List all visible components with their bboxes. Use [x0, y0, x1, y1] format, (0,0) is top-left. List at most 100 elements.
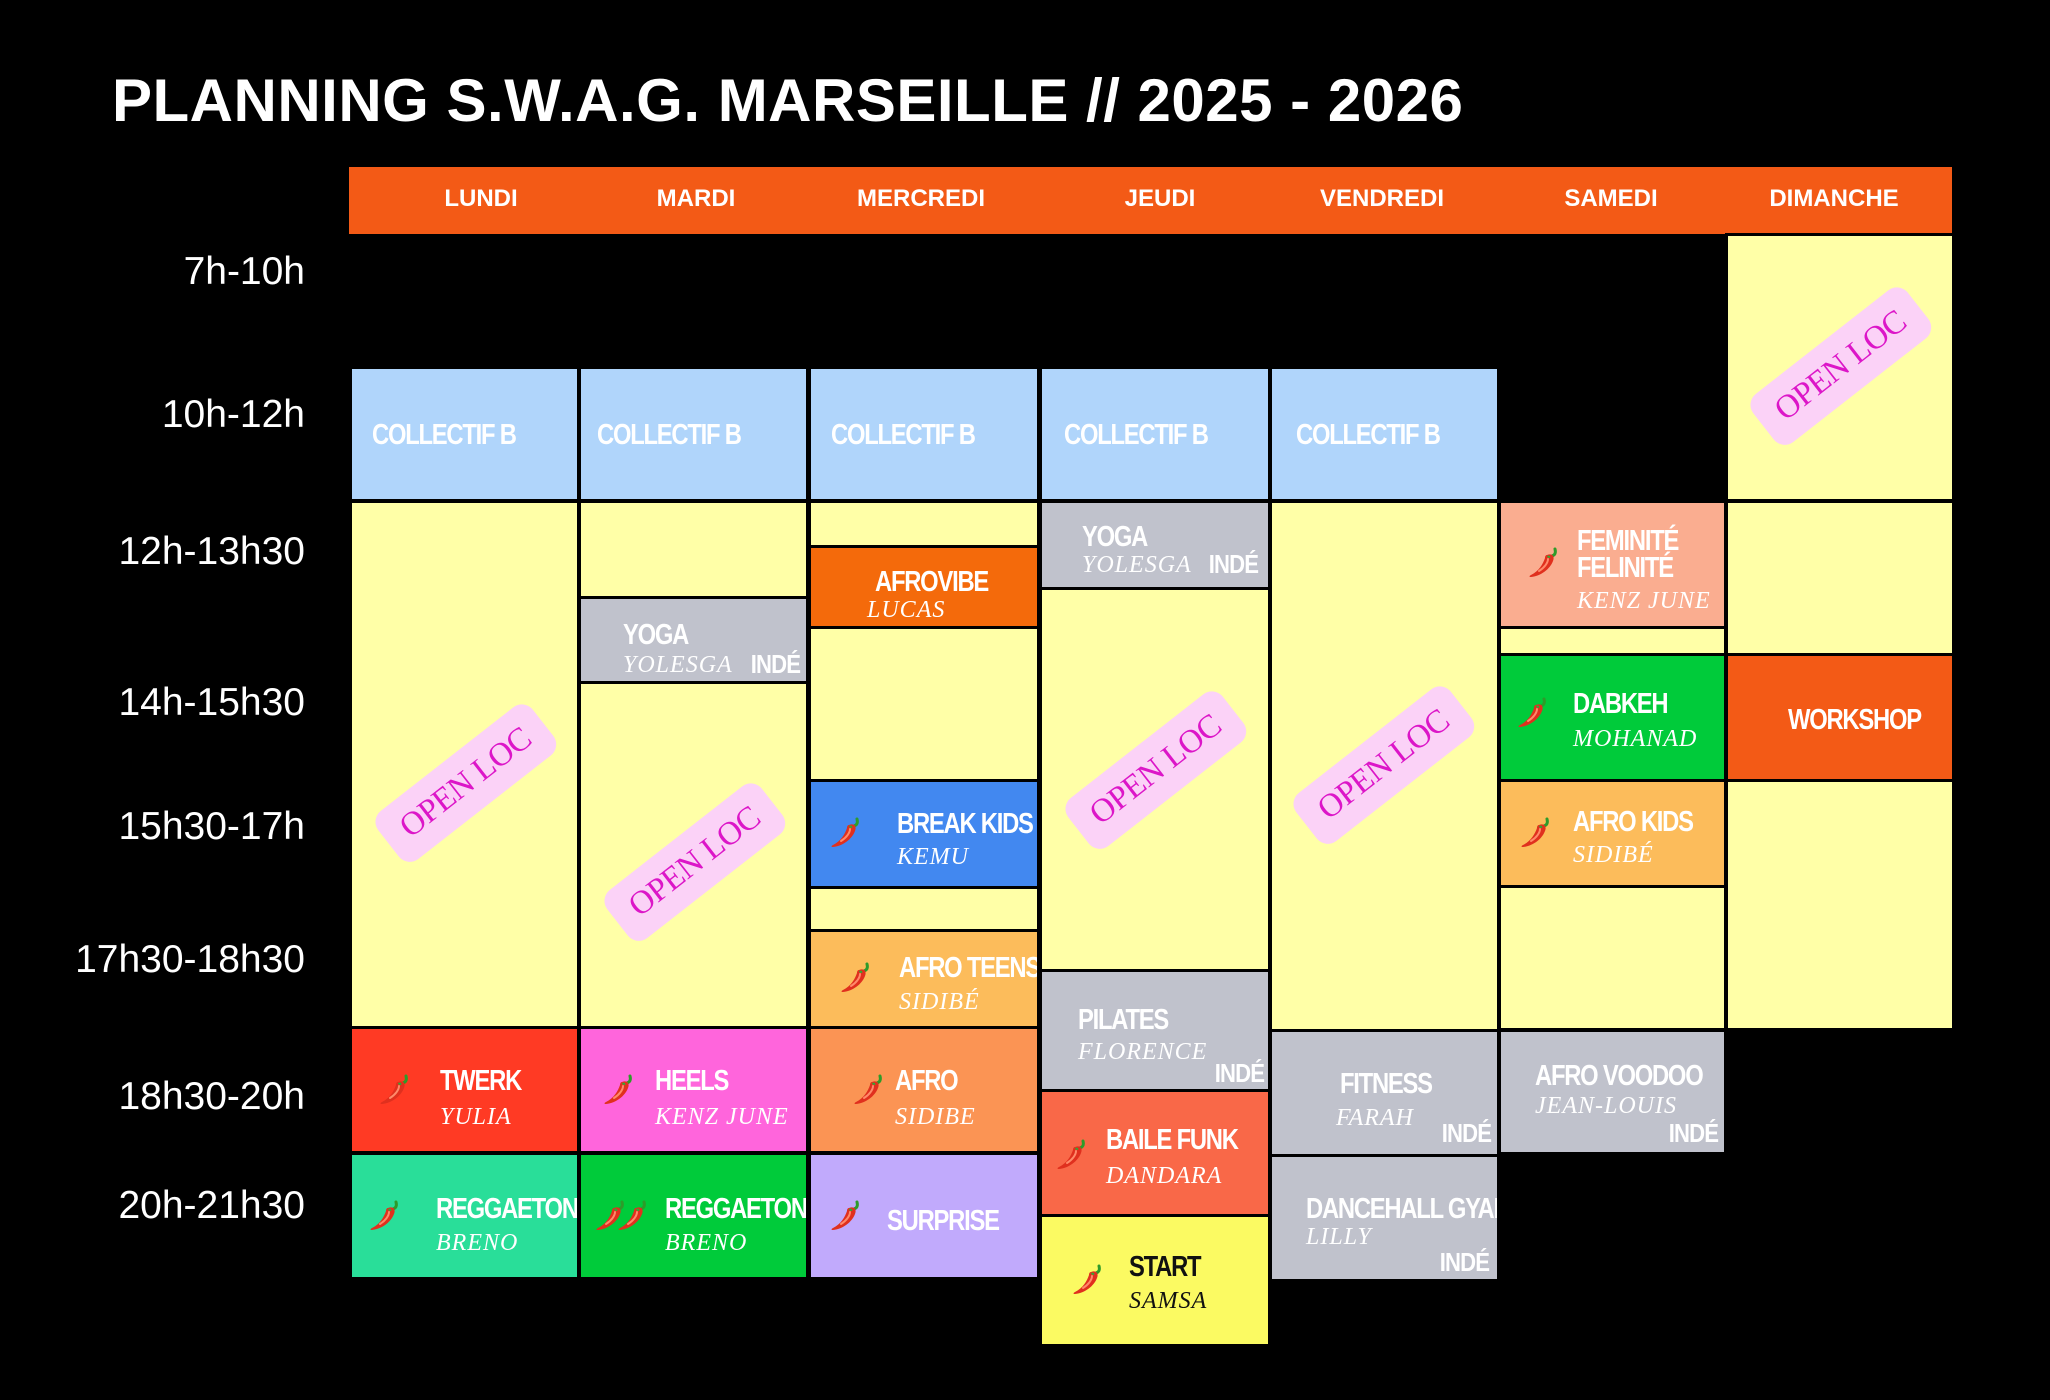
open-block-vendredi[interactable]: OPEN LOC: [1269, 500, 1500, 1032]
day-header-bar: LUNDI MARDI MERCREDI JEUDI VENDREDI SAME…: [349, 167, 1952, 234]
teacher-name: FLORENCE: [1078, 1039, 1208, 1065]
class-reggaeton-lundi[interactable]: REGGAETON BRENO: [349, 1152, 580, 1280]
day-header-mardi: MARDI: [656, 185, 736, 212]
open-block-mercredi-afternoon[interactable]: [808, 626, 1040, 782]
time-label: 18h30-20h: [118, 1075, 305, 1118]
class-name: FITNESS: [1340, 1068, 1433, 1100]
inde-badge: INDÉ: [750, 649, 801, 679]
collectif-b-jeudi[interactable]: COLLECTIF B: [1039, 366, 1271, 502]
class-surprise[interactable]: SURPRISE: [808, 1152, 1040, 1280]
chili-pepper-icon: [853, 1073, 885, 1107]
class-name: AFRO TEENS: [899, 952, 1040, 984]
teacher-name: KENZ JUNE: [1577, 588, 1711, 614]
time-label: 7h-10h: [183, 250, 305, 293]
class-workshop[interactable]: WORKSHOP: [1725, 653, 1955, 782]
class-name: COLLECTIF B: [1064, 419, 1209, 451]
teacher-name: YOLESGA: [1082, 552, 1192, 578]
class-name: COLLECTIF B: [831, 419, 976, 451]
class-afrovibe[interactable]: AFROVIBE LUCAS: [808, 545, 1040, 629]
class-dancehall-gyal[interactable]: DANCEHALL GYAL LILLY INDÉ: [1269, 1154, 1500, 1282]
class-name: SURPRISE: [887, 1205, 1000, 1237]
chili-pepper-icon: [379, 1073, 411, 1107]
teacher-name: DANDARA: [1106, 1163, 1223, 1189]
chili-pepper-icon: [830, 816, 862, 850]
collectif-b-mardi[interactable]: COLLECTIF B: [578, 366, 809, 502]
teacher-name: FARAH: [1336, 1105, 1414, 1131]
chili-pepper-icon: [840, 961, 872, 995]
open-block-samedi-gap[interactable]: [1498, 626, 1727, 656]
class-name: AFRO: [895, 1065, 959, 1097]
class-heels[interactable]: HEELS KENZ JUNE: [578, 1026, 809, 1154]
collectif-b-mercredi[interactable]: COLLECTIF B: [808, 366, 1040, 502]
open-block-samedi-evening[interactable]: [1498, 885, 1727, 1031]
open-block-dimanche-noon[interactable]: [1725, 500, 1955, 656]
day-header-jeudi: JEUDI: [1124, 185, 1196, 212]
time-label: 17h30-18h30: [75, 938, 305, 981]
chili-pepper-icon: [603, 1073, 635, 1107]
inde-badge: INDÉ: [1214, 1058, 1265, 1088]
inde-badge: INDÉ: [1441, 1118, 1492, 1148]
class-afro-teens[interactable]: AFRO TEENS SIDIBÉ: [808, 929, 1040, 1029]
teacher-name: KENZ JUNE: [655, 1104, 789, 1130]
collectif-b-lundi[interactable]: COLLECTIF B: [349, 366, 580, 502]
class-name: AFRO VOODOO: [1535, 1060, 1704, 1092]
time-label: 12h-13h30: [118, 530, 305, 573]
teacher-name: SAMSA: [1129, 1288, 1208, 1314]
chili-pepper-icon: [1072, 1263, 1104, 1297]
chili-pepper-icon: [1056, 1138, 1088, 1172]
class-twerk[interactable]: TWERK YULIA: [349, 1026, 580, 1154]
class-name: DABKEH: [1573, 688, 1669, 720]
open-block-dimanche-morning[interactable]: OPEN LOC: [1725, 233, 1955, 502]
open-block-lundi[interactable]: OPEN LOC: [349, 500, 580, 1030]
class-break-kids[interactable]: BREAK KIDS KEMU: [808, 779, 1040, 889]
teacher-name: LILLY: [1306, 1224, 1372, 1250]
class-name: TWERK: [440, 1065, 522, 1097]
day-header-samedi: SAMEDI: [1564, 185, 1658, 212]
teacher-name: BRENO: [436, 1230, 519, 1256]
chili-pepper-icon: [1520, 816, 1552, 850]
class-afro[interactable]: AFRO SIDIBE: [808, 1026, 1040, 1154]
teacher-name: YULIA: [440, 1104, 512, 1130]
class-name: WORKSHOP: [1788, 704, 1922, 736]
class-yoga-jeudi[interactable]: YOGA YOLESGA INDÉ: [1039, 500, 1271, 590]
class-dabkeh[interactable]: DABKEH MOHANAD: [1498, 653, 1727, 782]
open-loc-badge: OPEN LOC: [1287, 680, 1481, 850]
collectif-b-vendredi[interactable]: COLLECTIF B: [1269, 366, 1500, 502]
class-name: HEELS: [655, 1065, 729, 1097]
class-name: START: [1129, 1251, 1202, 1283]
open-block-mercredi-evening[interactable]: [808, 886, 1040, 932]
day-header-dimanche: DIMANCHE: [1769, 185, 1899, 212]
inde-badge: INDÉ: [1439, 1247, 1490, 1277]
class-afro-voodoo[interactable]: AFRO VOODOO JEAN-LOUIS INDÉ: [1498, 1029, 1727, 1155]
class-fitness[interactable]: FITNESS FARAH INDÉ: [1269, 1029, 1500, 1157]
time-label: 15h30-17h: [118, 805, 305, 848]
class-name: BREAK KIDS: [897, 808, 1034, 840]
class-name: COLLECTIF B: [372, 419, 517, 451]
teacher-name: BRENO: [665, 1230, 748, 1256]
teacher-name: JEAN-LOUIS: [1535, 1093, 1677, 1119]
open-loc-badge: OPEN LOC: [1059, 685, 1253, 855]
class-pilates[interactable]: PILATES FLORENCE INDÉ: [1039, 969, 1271, 1092]
class-baile-funk[interactable]: BAILE FUNK DANDARA: [1039, 1089, 1271, 1217]
class-afro-kids[interactable]: AFRO KIDS SIDIBÉ: [1498, 779, 1727, 888]
teacher-name: SIDIBE: [895, 1104, 976, 1130]
class-reggaeton-mardi[interactable]: REGGAETON BRENO: [578, 1152, 809, 1280]
class-name: AFRO KIDS: [1573, 806, 1694, 838]
class-name: REGGAETON: [436, 1193, 578, 1225]
class-yoga-mardi[interactable]: YOGA YOLESGA INDÉ: [578, 596, 809, 684]
open-block-dimanche-afternoon[interactable]: [1725, 779, 1955, 1031]
open-block-mardi-noon[interactable]: [578, 500, 809, 599]
time-label: 20h-21h30: [118, 1184, 305, 1227]
time-label: 14h-15h30: [118, 681, 305, 724]
open-block-jeudi[interactable]: OPEN LOC: [1039, 587, 1271, 972]
class-name: REGGAETON: [665, 1193, 807, 1225]
inde-badge: INDÉ: [1208, 549, 1259, 579]
open-loc-badge: OPEN LOC: [598, 777, 792, 947]
class-start[interactable]: START SAMSA: [1039, 1214, 1271, 1347]
open-block-mardi[interactable]: OPEN LOC: [578, 681, 809, 1030]
teacher-name: KEMU: [897, 844, 969, 870]
open-block-mercredi-noon[interactable]: [808, 500, 1040, 548]
day-header-vendredi: VENDREDI: [1319, 185, 1445, 212]
class-feminite-felinite[interactable]: FEMINITÉ FELINITÉ KENZ JUNE: [1498, 500, 1727, 629]
time-label: 10h-12h: [161, 393, 305, 436]
